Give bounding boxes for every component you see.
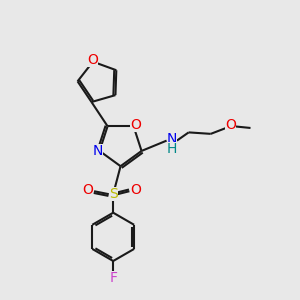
Text: H: H [167,142,177,156]
Text: N: N [93,144,103,158]
Text: S: S [109,187,118,201]
Text: O: O [82,183,93,197]
Text: O: O [88,53,98,67]
Text: O: O [130,183,141,197]
Text: O: O [130,118,141,132]
Text: F: F [109,271,117,285]
Text: O: O [225,118,236,132]
Text: N: N [167,132,177,146]
